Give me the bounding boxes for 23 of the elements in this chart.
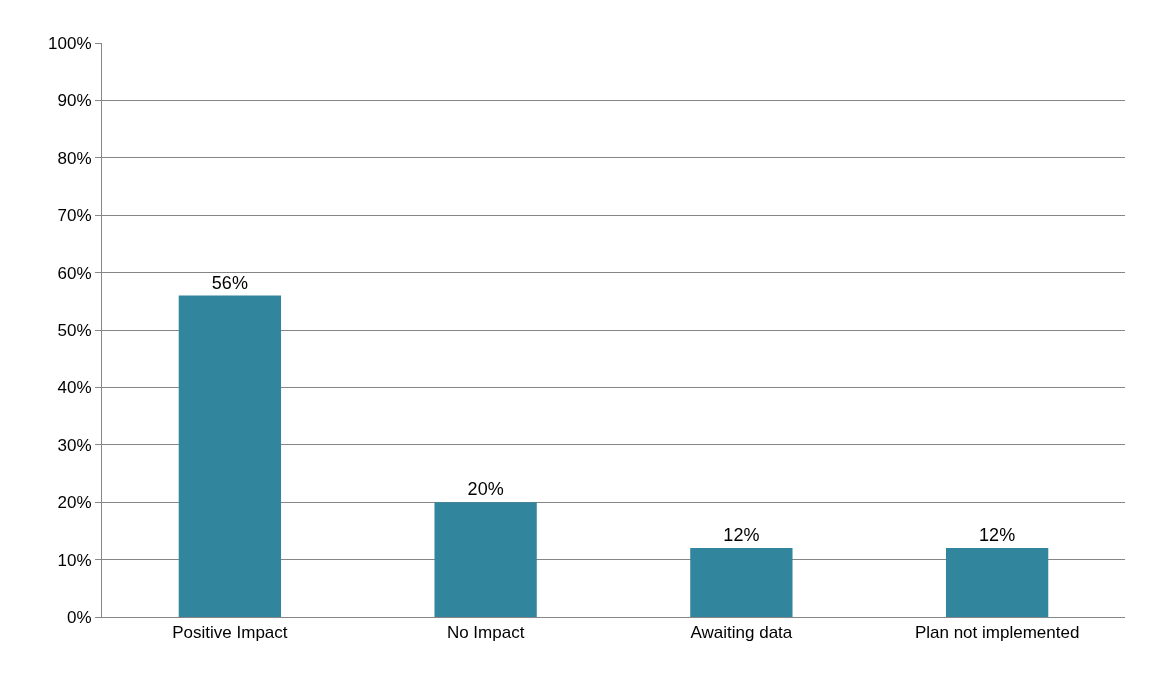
- y-tick-label: 40%: [57, 378, 92, 398]
- x-tick-label: No Impact: [446, 623, 525, 643]
- y-tick-label: 10%: [57, 550, 92, 570]
- bar: [690, 548, 793, 617]
- y-tick-label: 80%: [57, 148, 92, 168]
- y-tick-label: 30%: [57, 435, 92, 455]
- y-tick-label: 50%: [57, 320, 92, 340]
- y-tick-label: 20%: [57, 493, 92, 513]
- data-label: 12%: [979, 525, 1016, 546]
- bar: [178, 295, 282, 617]
- y-tick-label: 70%: [57, 206, 92, 226]
- x-tick-label: Awaiting data: [690, 623, 793, 643]
- y-tick-label: 90%: [57, 91, 92, 111]
- y-tick-label: 60%: [57, 263, 92, 283]
- data-label: 56%: [211, 272, 248, 293]
- x-tick-label: Positive Impact: [172, 623, 288, 643]
- x-tick-label: Plan not implemented: [914, 623, 1080, 643]
- y-tick-label: 100%: [48, 33, 92, 53]
- y-tick-label: 0%: [67, 607, 92, 627]
- data-label: 12%: [723, 525, 760, 546]
- data-label: 20%: [467, 479, 504, 500]
- bar: [434, 502, 537, 617]
- bar: [945, 548, 1049, 617]
